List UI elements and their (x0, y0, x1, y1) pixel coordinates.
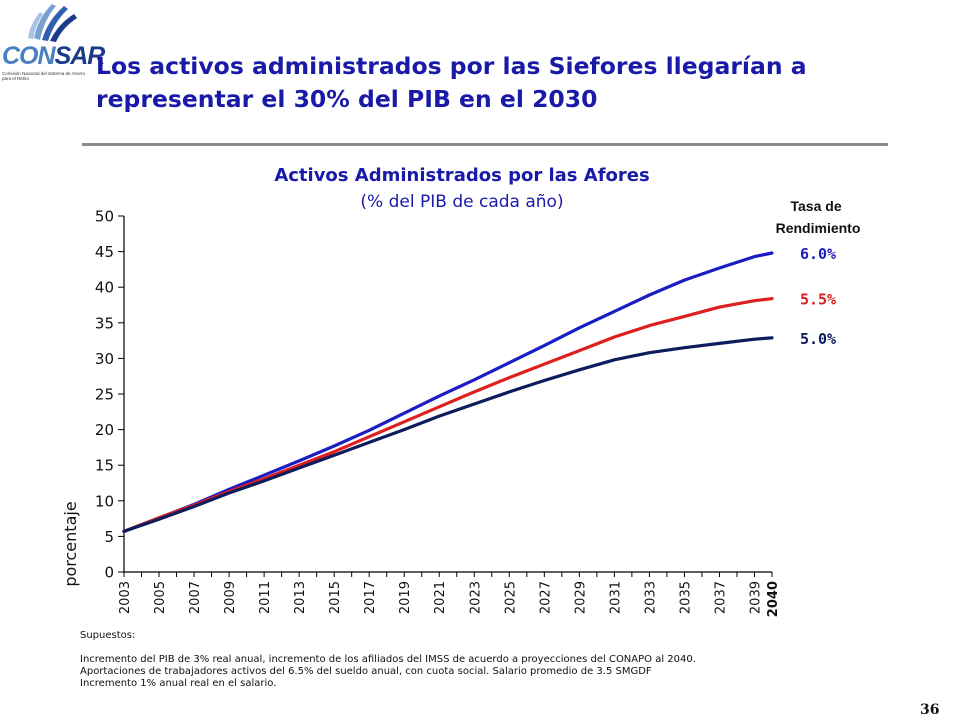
legend-series-label: 5.5% (800, 291, 836, 309)
legend: 6.0% 5.5% 5.0% (800, 245, 836, 348)
x-tick-label: 2007 (188, 581, 203, 614)
series-line (122, 251, 774, 533)
y-axis-label: porcentaje (61, 501, 80, 586)
x-tick-label: 2003 (118, 581, 133, 614)
y-tick-label: 50 (95, 208, 114, 226)
line-chart: Activos Administrados por las Afores (% … (61, 165, 861, 618)
series-lines (122, 251, 774, 533)
assumption-line-3: Incremento 1% anual real en el salario. (80, 678, 277, 689)
x-tick-label: 2025 (503, 581, 518, 614)
assumptions-notes: Supuestos: Incremento del PIB de 3% real… (80, 630, 840, 690)
chart-title: Activos Administrados por las Afores (274, 165, 649, 186)
slide-title: Los activos administrados por las Siefor… (96, 52, 807, 113)
consar-logo-subtitle: Comisión Nacional del Sistema de Ahorro … (2, 71, 86, 81)
y-tick-label: 5 (104, 528, 114, 546)
axes (118, 215, 773, 577)
x-tick-label: 2005 (153, 581, 168, 614)
x-tick-label: 2033 (643, 581, 658, 614)
legend-title-line-2: Rendimiento (776, 220, 861, 236)
series-line (122, 336, 774, 533)
chart-subtitle: (% del PIB de cada año) (360, 192, 563, 212)
x-tick-label: 2023 (468, 581, 483, 614)
x-tick-label: 2039 (748, 581, 763, 614)
x-tick-label: 2009 (223, 581, 238, 614)
x-tick-label: 2019 (398, 581, 413, 614)
x-tick-label: 2027 (538, 581, 553, 614)
y-tick-label: 40 (95, 279, 114, 297)
assumption-line-1: Incremento del PIB de 3% real anual, inc… (80, 654, 696, 665)
assumption-line-2: Aportaciones de trabajadores activos del… (80, 666, 652, 677)
legend-series-label: 6.0% (800, 245, 836, 263)
x-tick-label: 2021 (433, 581, 448, 614)
x-tick-label: 2013 (293, 581, 308, 614)
consar-wordmark: CONSAR (2, 42, 105, 70)
y-tick-label: 20 (95, 421, 114, 439)
y-tick-label: 25 (95, 386, 114, 404)
x-tick-label: 2040 (766, 581, 781, 617)
y-tick-label: 30 (95, 350, 114, 368)
page-number: 36 (920, 702, 940, 718)
x-tick-label: 2031 (608, 581, 623, 614)
legend-title: Tasa de Rendimiento (776, 198, 861, 236)
x-tick-label: 2017 (363, 581, 378, 614)
legend-title-line-1: Tasa de (791, 198, 842, 214)
y-tick-label: 35 (95, 314, 114, 332)
consar-logo-mark (28, 4, 77, 42)
x-tick-label: 2015 (328, 581, 343, 614)
y-tick-label: 15 (95, 457, 114, 475)
x-tick-label: 2037 (713, 581, 728, 614)
x-tick-label: 2011 (258, 581, 273, 614)
legend-series-label: 5.0% (800, 330, 836, 348)
assumptions-label: Supuestos: (80, 630, 136, 641)
y-tick-label: 10 (95, 492, 114, 510)
x-tick-label: 2029 (573, 581, 588, 614)
y-tick-label: 45 (95, 243, 114, 261)
consar-logo: CONSAR Comisión Nacional del Sistema de … (0, 0, 105, 96)
title-divider (82, 143, 888, 146)
y-tick-label: 0 (104, 564, 114, 582)
x-tick-label: 2035 (678, 581, 693, 614)
